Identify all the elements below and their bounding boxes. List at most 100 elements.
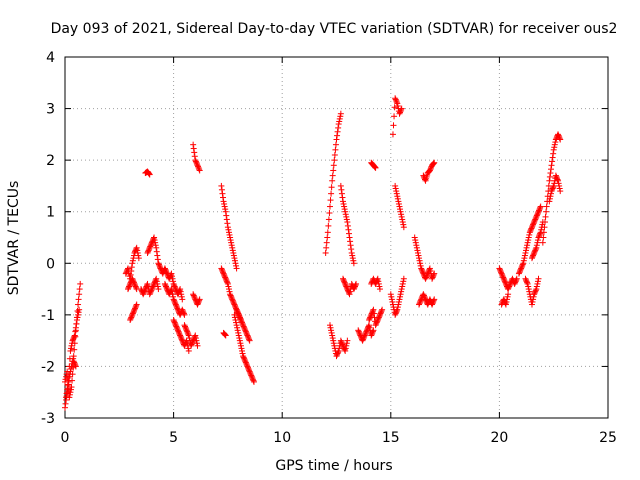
data-point bbox=[64, 375, 71, 382]
data-point bbox=[353, 280, 360, 287]
data-point bbox=[345, 289, 352, 296]
data-point bbox=[195, 164, 202, 171]
data-point bbox=[183, 338, 190, 345]
data-point bbox=[531, 289, 538, 296]
data-point bbox=[369, 328, 376, 335]
data-point bbox=[430, 298, 437, 305]
data-point bbox=[334, 128, 341, 135]
data-point bbox=[243, 360, 250, 367]
data-point bbox=[71, 346, 78, 353]
data-point bbox=[231, 257, 238, 264]
data-point bbox=[235, 310, 242, 317]
data-point bbox=[235, 332, 242, 339]
data-point bbox=[173, 304, 180, 311]
data-point bbox=[70, 358, 77, 365]
data-point bbox=[550, 150, 557, 157]
data-point bbox=[162, 266, 169, 273]
x-tick-label: 25 bbox=[599, 430, 617, 446]
data-point bbox=[542, 219, 549, 226]
data-point bbox=[392, 96, 399, 103]
data-point bbox=[184, 329, 191, 336]
data-point bbox=[534, 210, 541, 217]
data-point bbox=[387, 291, 394, 298]
data-point bbox=[174, 326, 181, 333]
data-point bbox=[361, 332, 368, 339]
data-point bbox=[194, 301, 201, 308]
data-point bbox=[323, 239, 330, 246]
data-point bbox=[426, 266, 433, 273]
data-point bbox=[185, 331, 192, 338]
data-point bbox=[504, 296, 511, 303]
data-point bbox=[126, 283, 133, 290]
data-point bbox=[229, 244, 236, 251]
data-point bbox=[194, 342, 201, 349]
data-point bbox=[430, 271, 437, 278]
data-point bbox=[418, 265, 425, 272]
data-point bbox=[389, 298, 396, 305]
data-point bbox=[328, 329, 335, 336]
data-point bbox=[539, 239, 546, 246]
data-point bbox=[229, 247, 236, 254]
data-point bbox=[366, 322, 373, 329]
data-point bbox=[517, 268, 524, 275]
data-point bbox=[234, 307, 241, 314]
data-point bbox=[346, 234, 353, 241]
data-point bbox=[238, 345, 245, 352]
data-point bbox=[504, 293, 511, 300]
data-point bbox=[534, 280, 541, 287]
data-point bbox=[180, 309, 187, 316]
data-point bbox=[144, 249, 151, 256]
data-point bbox=[516, 269, 523, 276]
data-point bbox=[363, 328, 370, 335]
data-point bbox=[550, 146, 557, 153]
data-point bbox=[367, 313, 374, 320]
data-point bbox=[141, 287, 148, 294]
data-point bbox=[331, 157, 338, 164]
data-point bbox=[555, 132, 562, 139]
data-point bbox=[394, 306, 401, 313]
data-point bbox=[182, 323, 189, 330]
data-point bbox=[143, 282, 150, 289]
data-point bbox=[536, 231, 543, 238]
data-point bbox=[430, 161, 437, 168]
data-point bbox=[520, 260, 527, 267]
data-point bbox=[342, 282, 349, 289]
data-point bbox=[366, 315, 373, 322]
x-tick-label: 0 bbox=[61, 430, 70, 446]
data-point bbox=[151, 237, 158, 244]
data-point bbox=[362, 331, 369, 338]
data-point bbox=[223, 277, 230, 284]
data-point bbox=[168, 288, 175, 295]
data-point bbox=[324, 229, 331, 236]
data-point bbox=[170, 278, 177, 285]
data-point bbox=[520, 257, 527, 264]
data-point bbox=[349, 252, 356, 259]
data-point bbox=[397, 108, 404, 115]
data-point bbox=[331, 342, 338, 349]
data-point bbox=[77, 280, 84, 287]
data-point bbox=[374, 318, 381, 325]
data-point bbox=[130, 255, 137, 262]
data-point bbox=[505, 291, 512, 298]
data-point bbox=[70, 336, 77, 343]
data-point bbox=[62, 400, 69, 407]
data-point bbox=[177, 333, 184, 340]
data-point bbox=[169, 291, 176, 298]
data-point bbox=[552, 172, 559, 179]
data-point bbox=[351, 283, 358, 290]
data-point bbox=[355, 328, 362, 335]
data-point bbox=[496, 265, 503, 272]
data-point bbox=[345, 226, 352, 233]
data-point bbox=[517, 266, 524, 273]
data-point bbox=[397, 208, 404, 215]
data-point bbox=[338, 190, 345, 197]
data-point bbox=[129, 275, 136, 282]
data-point bbox=[128, 268, 135, 275]
data-point bbox=[172, 300, 179, 307]
data-point bbox=[126, 273, 133, 280]
data-point bbox=[178, 291, 185, 298]
data-point bbox=[157, 264, 164, 271]
data-point bbox=[553, 173, 560, 180]
data-point bbox=[395, 200, 402, 207]
data-point bbox=[125, 284, 132, 291]
